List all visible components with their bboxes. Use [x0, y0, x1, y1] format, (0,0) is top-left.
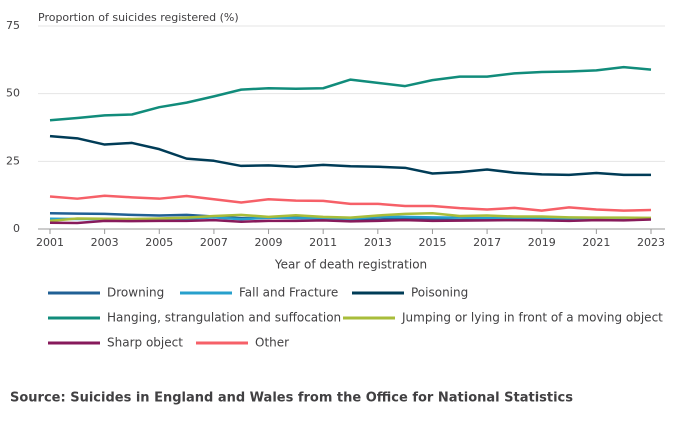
y-axis-label: Proportion of suicides registered (%): [38, 11, 239, 24]
y-tick-label: 25: [6, 154, 20, 167]
y-tick-label: 50: [6, 87, 20, 100]
x-tick-label: 2013: [364, 236, 392, 249]
legend-label: Sharp object: [107, 336, 183, 350]
y-tick-label: 0: [13, 222, 20, 235]
legend-label: Fall and Fracture: [239, 286, 338, 300]
x-tick-label: 2021: [582, 236, 610, 249]
x-tick-label: 2017: [473, 236, 501, 249]
x-tick-label: 2007: [200, 236, 228, 249]
legend-label: Drowning: [107, 286, 164, 300]
x-tick-label: 2001: [36, 236, 64, 249]
legend-label: Jumping or lying in front of a moving ob…: [401, 311, 663, 325]
legend-label: Poisoning: [411, 286, 468, 300]
source: Source: Suicides in England and Wales fr…: [10, 391, 573, 406]
series-line: [49, 134, 651, 177]
series-line: [49, 194, 652, 212]
x-tick-label: 2011: [309, 236, 337, 249]
legend-label: Hanging, strangulation and suffocation: [107, 311, 341, 325]
series-line: [49, 65, 652, 122]
series-line: [49, 212, 652, 223]
x-tick-label: 2019: [528, 236, 556, 249]
x-tick-label: 2003: [91, 236, 119, 249]
x-tick-label: 2005: [145, 236, 173, 249]
x-tick-label: 2015: [418, 236, 446, 249]
x-axis-label: Year of death registration: [274, 258, 427, 272]
y-tick-label: 75: [6, 19, 20, 32]
series-line: [49, 218, 652, 225]
legend-label: Other: [255, 336, 289, 350]
x-tick-label: 2009: [255, 236, 283, 249]
x-tick-label: 2023: [637, 236, 665, 249]
